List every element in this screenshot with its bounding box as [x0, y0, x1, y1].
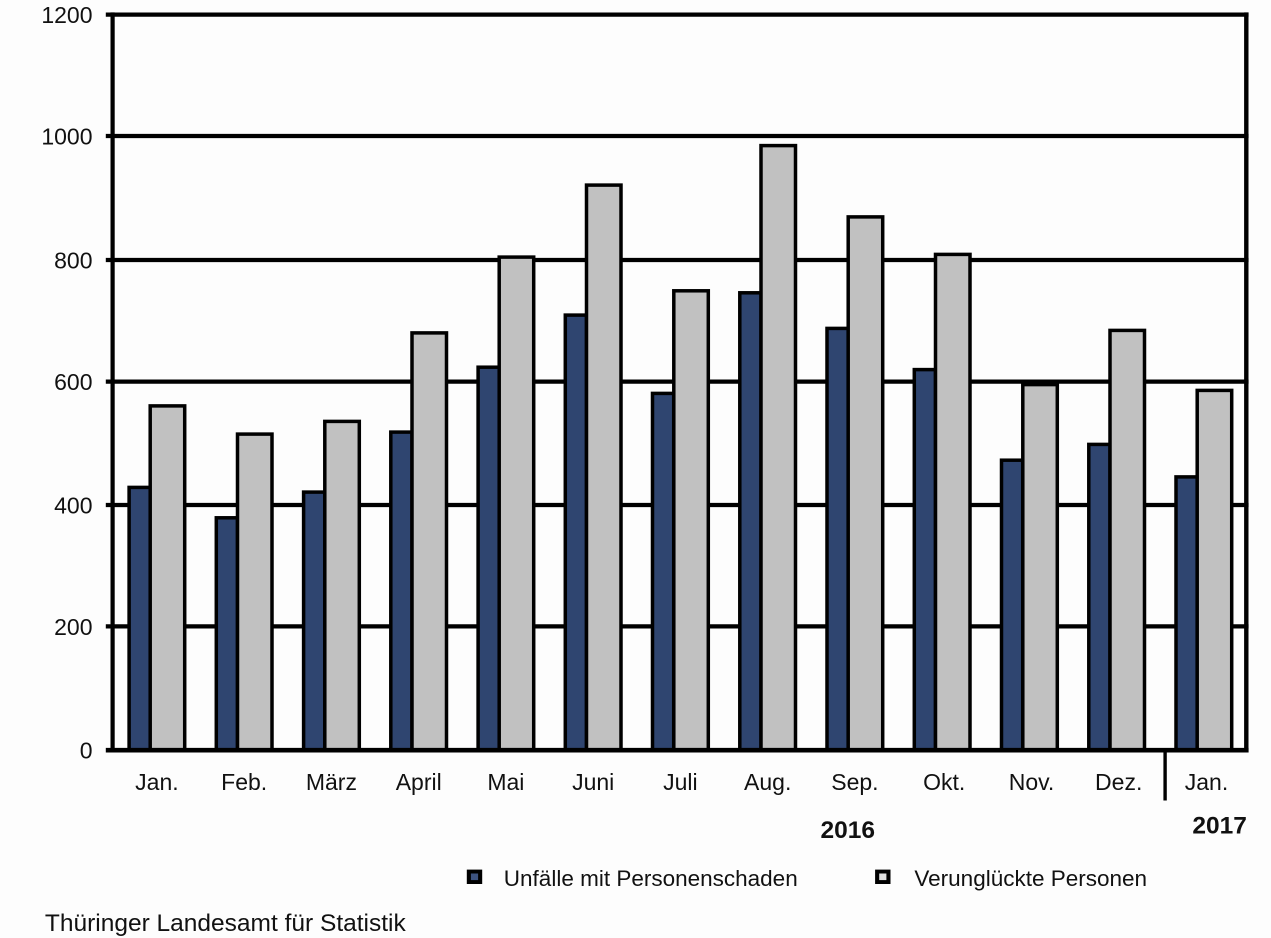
svg-text:Mai: Mai	[487, 769, 524, 795]
svg-text:400: 400	[54, 492, 92, 518]
svg-text:0: 0	[80, 737, 93, 763]
svg-text:März: März	[306, 769, 357, 795]
svg-text:Juni: Juni	[572, 769, 614, 795]
svg-text:Thüringer Landesamt für Statis: Thüringer Landesamt für Statistik	[45, 910, 407, 937]
svg-text:200: 200	[54, 614, 92, 640]
svg-text:Feb.: Feb.	[221, 769, 267, 795]
svg-text:1200: 1200	[41, 2, 92, 28]
svg-text:April: April	[396, 769, 442, 795]
svg-text:600: 600	[54, 369, 92, 395]
svg-text:800: 800	[54, 247, 92, 273]
svg-text:Verunglückte Personen: Verunglückte Personen	[914, 866, 1147, 891]
svg-text:2017: 2017	[1192, 813, 1247, 840]
svg-text:Nov.: Nov.	[1009, 769, 1055, 795]
svg-text:Sep.: Sep.	[831, 769, 878, 795]
svg-text:Jan.: Jan.	[135, 769, 178, 795]
svg-text:Aug.: Aug.	[744, 769, 791, 795]
svg-text:Juli: Juli	[663, 769, 698, 795]
svg-text:Okt.: Okt.	[923, 769, 965, 795]
svg-text:1000: 1000	[41, 123, 92, 149]
svg-text:2016: 2016	[820, 817, 875, 844]
svg-text:Jan.: Jan.	[1185, 769, 1228, 795]
svg-text:Dez.: Dez.	[1095, 769, 1142, 795]
svg-text:Unfälle mit Personenschaden: Unfälle mit Personenschaden	[504, 866, 798, 891]
